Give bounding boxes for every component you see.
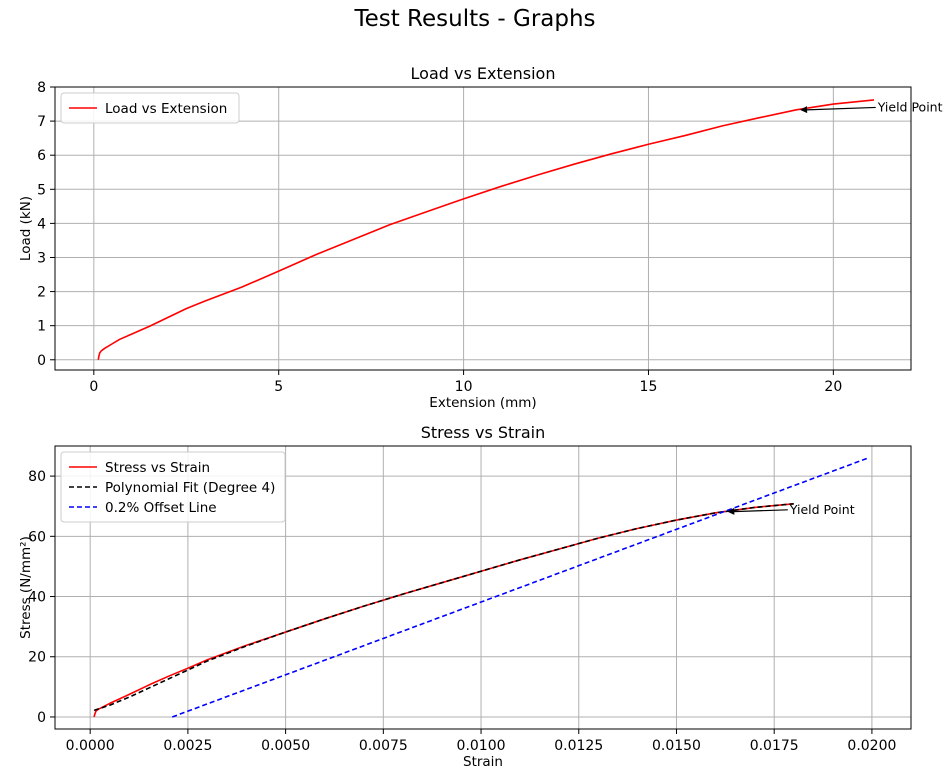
x-tick-label: 20 <box>824 379 842 395</box>
series-line-1-1 <box>93 503 794 712</box>
x-tick-label: 0 <box>89 379 98 395</box>
chart-1: Stress vs Strain 0.0000 0.0025 0.0050 0.0075… <box>18 423 912 770</box>
annotation-arrow-line <box>733 509 788 513</box>
legend-box <box>60 92 240 124</box>
y-axis-label: Load (kN) <box>18 196 34 261</box>
annotation-label: Yield Point <box>789 502 855 517</box>
annotation-arrowhead <box>727 507 735 515</box>
x-tick-label: 5 <box>274 379 283 395</box>
legend-entry: Stress vs Strain <box>105 460 210 476</box>
y-tick-label: 20 <box>28 650 46 666</box>
legend-entry: Polynomial Fit (Degree 4) <box>105 480 275 496</box>
annotation-arrow-line <box>806 106 876 111</box>
series-line-1-2 <box>171 457 869 718</box>
x-axis-label: Extension (mm) <box>429 395 536 411</box>
legend-entry: Load vs Extension <box>105 101 227 117</box>
x-tick-label: 0.0025 <box>163 738 212 754</box>
annotation-label: Yield Point <box>877 99 943 114</box>
chart-0: Load vs Extension 0 5 10 15 20 0 1 2 3 4 5 6 7 8 Extens… <box>18 64 943 411</box>
x-tick-label: 15 <box>640 379 658 395</box>
x-tick-label: 10 <box>455 379 473 395</box>
y-tick-label: 3 <box>37 250 46 266</box>
y-tick-label: 0 <box>37 353 46 369</box>
x-tick-label: 0.0100 <box>457 738 506 754</box>
y-tick-label: 40 <box>28 590 46 606</box>
x-tick-label: 0.0075 <box>359 738 408 754</box>
x-tick-label: 0.0200 <box>847 738 896 754</box>
y-tick-label: 7 <box>37 114 46 130</box>
y-tick-label: 5 <box>37 182 46 198</box>
x-tick-label: 0.0050 <box>261 738 310 754</box>
figure-title: Test Results - Graphs <box>354 6 596 32</box>
x-axis-label: Strain <box>463 754 503 770</box>
x-tick-label: 0.0175 <box>750 738 799 754</box>
y-tick-label: 6 <box>37 148 46 164</box>
plot-frame <box>54 86 912 371</box>
annotation-arrowhead <box>800 106 808 114</box>
y-tick-label: 80 <box>28 469 46 485</box>
y-tick-label: 8 <box>37 80 46 96</box>
y-tick-label: 0 <box>37 710 46 726</box>
y-tick-label: 1 <box>37 319 46 335</box>
y-tick-label: 4 <box>37 216 46 232</box>
y-tick-label: 2 <box>37 285 46 301</box>
series-line-0-0 <box>97 99 875 360</box>
legend-entry: 0.2% Offset Line <box>105 500 217 516</box>
x-tick-label: 0.0000 <box>66 738 115 754</box>
y-axis-label: Stress (N/mm²) <box>18 536 34 639</box>
x-tick-label: 0.0150 <box>652 738 701 754</box>
series-line-1-0 <box>93 503 794 718</box>
plot-frame <box>54 445 912 730</box>
legend-box <box>60 451 286 523</box>
chart-title: Load vs Extension <box>411 64 556 83</box>
x-tick-label: 0.0125 <box>554 738 603 754</box>
chart-title: Stress vs Strain <box>421 423 546 442</box>
y-tick-label: 60 <box>28 529 46 545</box>
